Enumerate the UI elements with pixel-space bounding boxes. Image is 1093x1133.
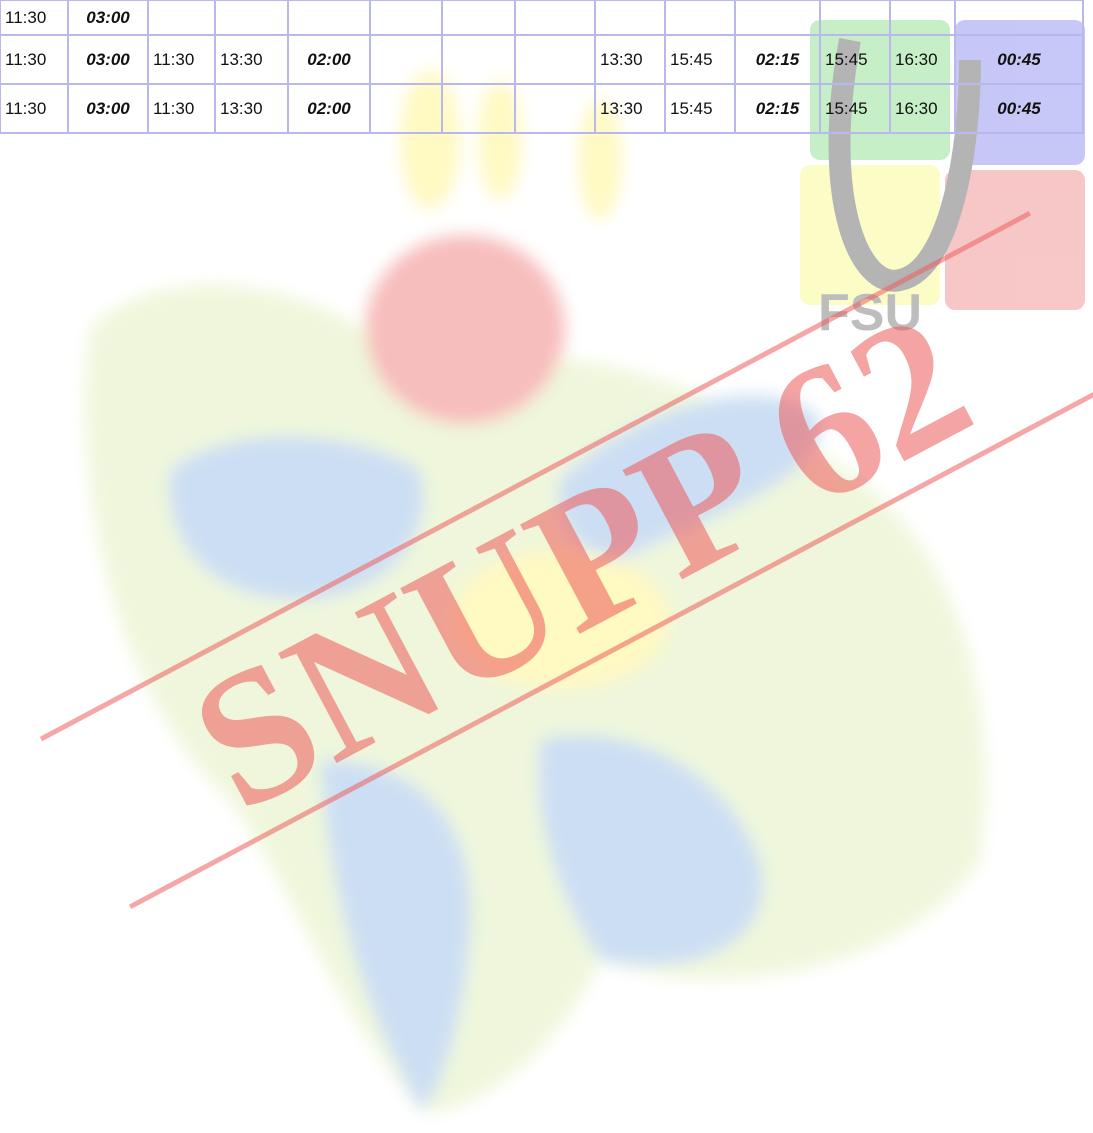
table-cell: 11:30: [0, 84, 68, 133]
table-cell: [515, 84, 595, 133]
table-cell: [370, 84, 442, 133]
page: {"table": {"rows": [ ["11:30", "03:00", …: [0, 0, 1093, 1133]
table-cell: [890, 0, 955, 35]
table-cell: [955, 0, 1083, 35]
table-cell: [820, 0, 890, 35]
table-cell: 03:00: [68, 0, 148, 35]
table-cell: [288, 0, 370, 35]
table-cell: 03:00: [68, 35, 148, 84]
table-cell: [442, 84, 515, 133]
table-cell: 11:30: [0, 35, 68, 84]
table-cell: 13:30: [215, 35, 288, 84]
table-cell: [595, 0, 665, 35]
watermark: FSU SNUPP 62: [0, 0, 1093, 1133]
table-cell: [442, 0, 515, 35]
table-cell: 15:45: [665, 35, 735, 84]
table-cell: 03:00: [68, 84, 148, 133]
table-cell: 02:00: [288, 84, 370, 133]
table-cell: [665, 0, 735, 35]
table-cell: 11:30: [148, 35, 215, 84]
table-cell: 02:00: [288, 35, 370, 84]
table-cell: 13:30: [595, 35, 665, 84]
table-cell: 00:45: [955, 35, 1083, 84]
table-cell: 16:30: [890, 84, 955, 133]
table-cell: [515, 0, 595, 35]
table-cell: [515, 35, 595, 84]
table-cell: [148, 0, 215, 35]
table-cell: 15:45: [820, 35, 890, 84]
table-cell: [442, 35, 515, 84]
table-cell: 11:30: [0, 0, 68, 35]
table-cell: [370, 0, 442, 35]
table-cell: 02:15: [735, 84, 820, 133]
table-cell: 13:30: [595, 84, 665, 133]
table-cell: 16:30: [890, 35, 955, 84]
table-cell: 15:45: [820, 84, 890, 133]
table-cell: [735, 0, 820, 35]
table-cell: [370, 35, 442, 84]
table-cell: [215, 0, 288, 35]
table-cell: 13:30: [215, 84, 288, 133]
table-cell: 11:30: [148, 84, 215, 133]
table-cell: 02:15: [735, 35, 820, 84]
table-cell: 15:45: [665, 84, 735, 133]
table-cell: 00:45: [955, 84, 1083, 133]
